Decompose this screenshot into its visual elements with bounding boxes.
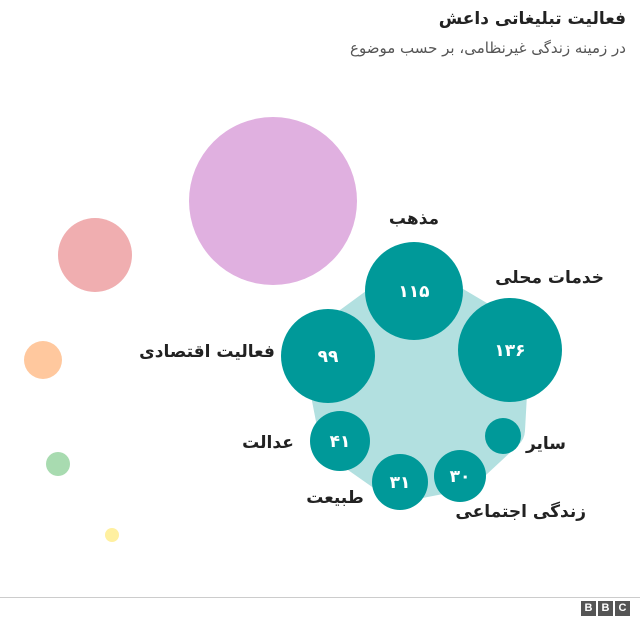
chart-subtitle: در زمینه زندگی غیرنظامی، بر حسب موضوع (350, 39, 626, 57)
group-bubble (58, 218, 132, 292)
series-value-label: ۴۱ (330, 432, 351, 452)
series-bubble (310, 411, 370, 471)
series-name-label: خدمات محلی (495, 268, 604, 288)
series-bubble (434, 450, 486, 502)
series-name-label: سایر (525, 434, 566, 454)
bbc-logo: B B C (581, 601, 630, 616)
chart-header: فعالیت تبلیغاتی داعش در زمینه زندگی غیرن… (26, 6, 626, 60)
bbc-logo-letter: B (581, 601, 596, 616)
series-bubble (372, 454, 428, 510)
series-name-label: عدالت (242, 433, 294, 453)
series-name-label: فعالیت اقتصادی (139, 342, 275, 362)
series-bubble (281, 309, 375, 403)
group-bubble (46, 452, 70, 476)
series-value-label: ۳۱ (390, 473, 411, 493)
series-name-label: مذهب (389, 209, 439, 229)
series-bubble (365, 242, 463, 340)
group-bubble (24, 341, 62, 379)
series-value-label: ۹۹ (318, 347, 339, 367)
series-name-label: طبیعت (306, 488, 363, 508)
group-bubble (105, 528, 119, 542)
series-value-label: ۱۳۶ (494, 341, 525, 361)
bbc-logo-letter: C (615, 601, 630, 616)
chart-title: فعالیت تبلیغاتی داعش (438, 9, 626, 29)
series-value-label: ۱۱۵ (398, 282, 429, 302)
series-bubble (458, 298, 562, 402)
series-bubble (485, 418, 521, 454)
bbc-logo-letter: B (598, 601, 613, 616)
series-name-label: زندگی اجتماعی (455, 501, 586, 522)
series-value-label: ۳۰ (450, 467, 471, 487)
group-bubble (189, 117, 357, 285)
footer-divider (0, 597, 640, 598)
